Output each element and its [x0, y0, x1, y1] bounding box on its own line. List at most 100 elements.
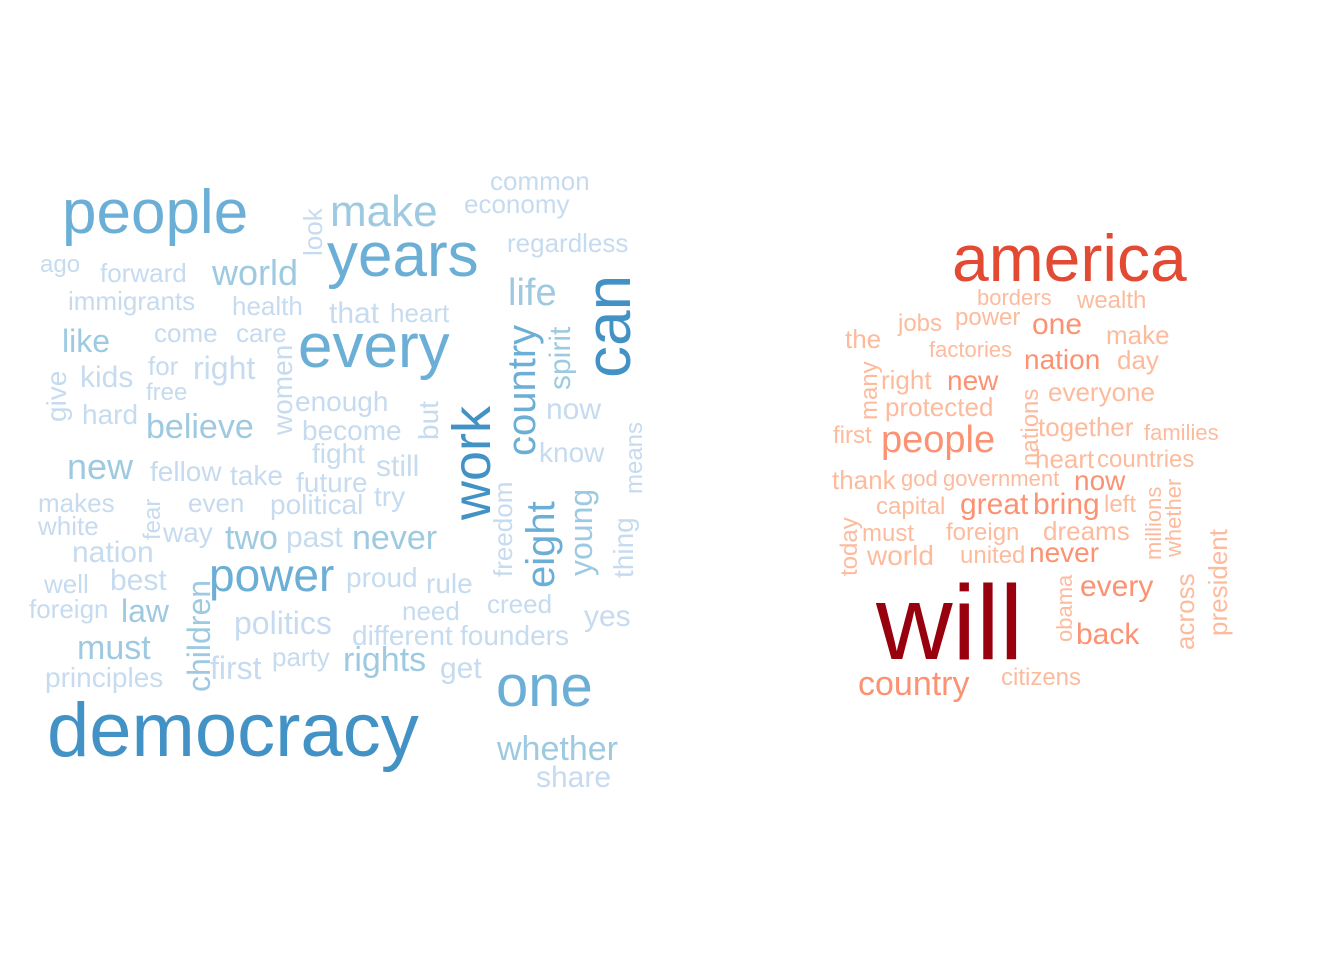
word: world — [211, 252, 298, 293]
word: that — [329, 297, 380, 330]
word: one — [1032, 308, 1082, 341]
word: people — [62, 178, 248, 247]
word: first — [833, 422, 872, 449]
word: proud — [346, 562, 418, 593]
word: great — [960, 488, 1029, 521]
word: future — [296, 467, 368, 498]
word: politics — [234, 605, 332, 641]
word: america — [952, 221, 1187, 295]
word: will — [875, 564, 1023, 682]
word: white — [37, 511, 99, 541]
word: but — [413, 401, 444, 440]
word: health — [232, 291, 303, 321]
word: can — [572, 275, 644, 378]
word: immigrants — [68, 286, 195, 316]
word: years — [327, 221, 479, 290]
word: share — [536, 761, 611, 794]
word: wealth — [1076, 287, 1146, 314]
word: now — [546, 393, 601, 426]
word: like — [62, 323, 110, 359]
word: must — [77, 629, 151, 667]
word: president — [1203, 528, 1233, 636]
word: for — [148, 351, 179, 381]
word: never — [352, 519, 437, 557]
word: give — [41, 371, 72, 422]
word: rule — [426, 568, 473, 599]
word: ago — [40, 251, 80, 278]
word: fellow — [150, 456, 222, 487]
word: women — [267, 345, 298, 436]
word: forward — [100, 258, 187, 288]
word: regardless — [507, 228, 628, 258]
word: heart — [390, 298, 450, 328]
word: foreign — [29, 594, 109, 624]
word: take — [230, 460, 283, 491]
word: citizens — [1001, 664, 1081, 691]
word: creed — [487, 589, 552, 619]
word: whether — [496, 730, 618, 768]
word: children — [181, 580, 217, 692]
word: enough — [295, 386, 388, 417]
word: government — [943, 466, 1059, 491]
word: every — [1080, 570, 1153, 603]
word: now — [1074, 465, 1126, 496]
word: day — [1117, 345, 1159, 375]
word: foreign — [946, 519, 1019, 546]
word: still — [376, 450, 419, 483]
word: kids — [80, 361, 133, 394]
word: must — [862, 520, 914, 547]
word: countries — [1097, 446, 1194, 473]
word: the — [845, 324, 881, 354]
word: every — [298, 312, 450, 381]
word: many — [856, 361, 883, 420]
word: across — [1170, 573, 1200, 650]
word: hard — [82, 399, 138, 430]
word: work — [442, 405, 502, 521]
word: never — [1029, 537, 1099, 568]
word: united — [960, 542, 1025, 569]
word: makes — [38, 488, 115, 518]
word: means — [621, 422, 648, 494]
word: even — [188, 488, 244, 518]
word: god — [901, 466, 938, 491]
word: new — [67, 446, 134, 487]
word: democracy — [47, 688, 419, 773]
word: thank — [832, 465, 897, 495]
word: nation — [72, 536, 154, 569]
word: free — [146, 379, 187, 406]
word: people — [881, 419, 995, 461]
word: fear — [139, 499, 166, 540]
word: try — [374, 481, 405, 512]
word: together — [1038, 412, 1134, 442]
word: bring — [1033, 488, 1100, 521]
word: need — [402, 596, 460, 626]
word: young — [563, 489, 599, 576]
word: life — [508, 272, 557, 314]
word: first — [210, 650, 262, 686]
word: obama — [1052, 574, 1077, 642]
word: one — [496, 654, 593, 719]
word: believe — [146, 408, 254, 446]
word: nations — [1017, 389, 1044, 466]
republican-wordcloud: america borders wealth jobs power one th… — [832, 221, 1233, 703]
word: country — [500, 325, 544, 456]
word: fight — [312, 438, 365, 469]
word: past — [286, 521, 343, 554]
word: country — [858, 665, 970, 703]
word: make — [1106, 320, 1170, 350]
word: eight — [519, 501, 563, 588]
word: care — [236, 318, 287, 348]
word: party — [272, 642, 330, 672]
word: yes — [584, 600, 631, 633]
word: today — [836, 517, 863, 576]
word: spirit — [544, 326, 577, 390]
word: thing — [608, 517, 639, 578]
word: factories — [929, 337, 1012, 362]
democratic-wordcloud: common economy people make look years re… — [29, 166, 648, 794]
word: well — [43, 569, 89, 599]
word: way — [162, 517, 213, 548]
word: protected — [885, 392, 993, 422]
word: whether — [1161, 479, 1186, 558]
word: founders — [460, 620, 569, 651]
